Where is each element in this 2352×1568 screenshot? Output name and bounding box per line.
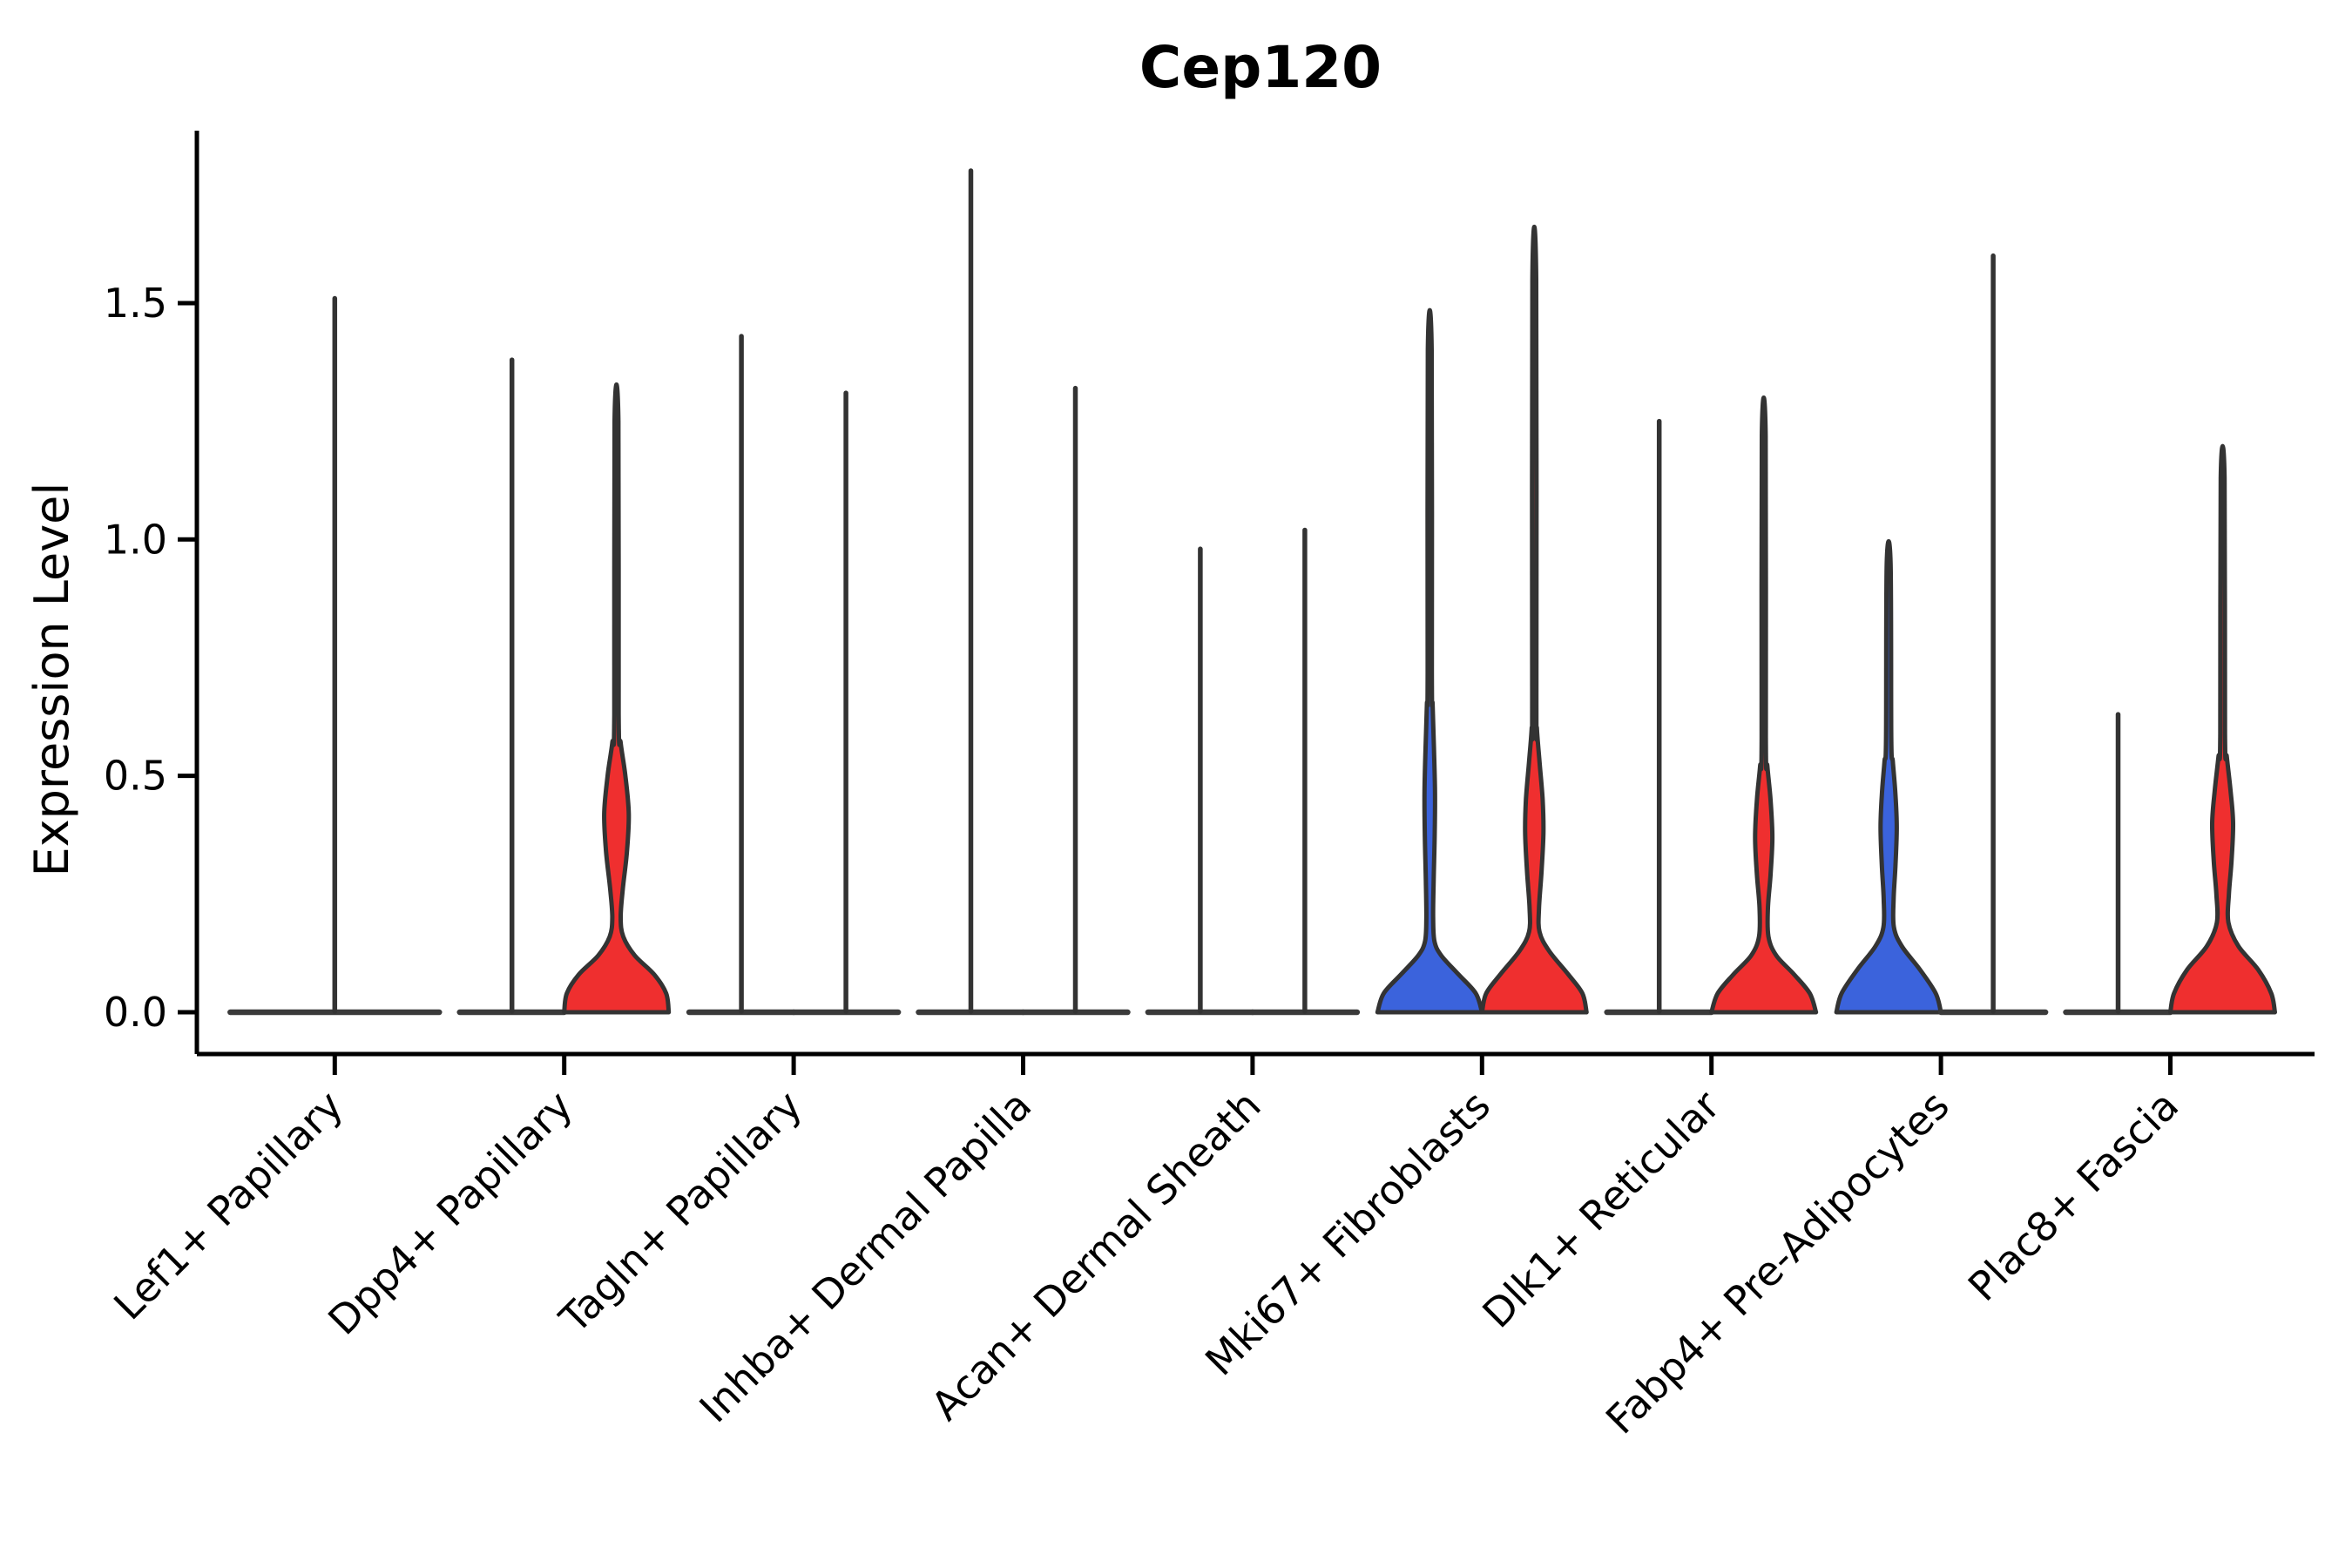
violin-dlk1-reticular-right <box>1709 395 1819 1015</box>
violin-fabp4-pre-adipocytes-left <box>1834 539 1943 1015</box>
violin-mki67-fibroblasts-right <box>1479 225 1589 1015</box>
y-tick-label: 1.0 <box>104 516 167 563</box>
violins-layer <box>227 168 2277 1016</box>
axes: 0.0 0.5 1.0 1.5 <box>104 131 2315 1075</box>
x-tick-label-dpp4-papillary: Dpp4+ Papillary <box>319 1082 581 1344</box>
x-tick-label-plac8-fascia: Plac8+ Fascia <box>1959 1082 2187 1310</box>
violin-plac8-fascia-right <box>2168 443 2277 1015</box>
x-tick-label-lef1-papillary: Lef1+ Papillary <box>105 1082 352 1329</box>
violin-dpp4-papillary-right <box>562 382 672 1015</box>
x-tick-label-tagln-papillary: Tagln+ Papillary <box>550 1082 811 1343</box>
violin-mki67-fibroblasts-left <box>1375 308 1484 1015</box>
y-tick-label: 0.5 <box>104 753 167 800</box>
y-axis-label: Expression Level <box>24 483 79 877</box>
chart-title: Cep120 <box>1139 34 1382 101</box>
x-tick-label-dlk1-reticular: Dlk1+ Reticular <box>1473 1082 1728 1337</box>
y-tick-label: 0.0 <box>104 989 167 1036</box>
y-tick-label: 1.5 <box>104 280 167 327</box>
